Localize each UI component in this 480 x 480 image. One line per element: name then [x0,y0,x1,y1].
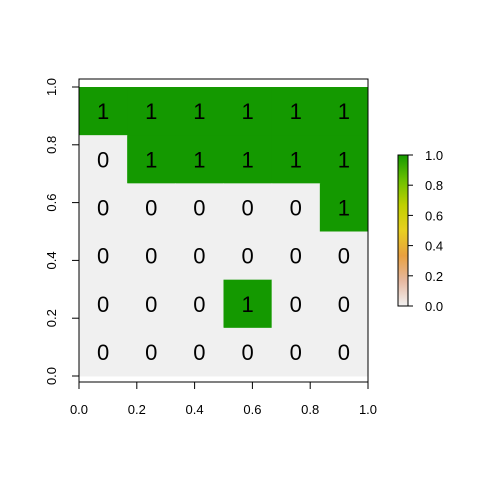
cell-value-label: 0 [193,292,205,317]
heatmap-cell [127,87,176,136]
heatmap-cell [223,87,273,136]
cell-value-label: 1 [241,99,253,124]
heatmap-cell [271,327,321,377]
cell-value-label: 1 [241,292,253,317]
heatmap-cell [175,87,224,136]
cell-value-label: 0 [290,195,302,220]
heatmap-cell [79,327,128,377]
heatmap-cells [79,79,369,382]
legend-tick-label: 0.4 [425,239,443,254]
cell-value-label: 0 [97,147,109,172]
cell-value-label: 0 [241,340,253,365]
color-legend: 0.0 0.2 0.4 0.6 0.8 1.0 [397,148,443,314]
heatmap-cell [271,231,321,281]
cell-value-label: 1 [193,99,205,124]
heatmap-cell [175,231,224,281]
heatmap-cell [271,183,321,232]
legend-tick-label: 0.8 [425,178,443,193]
x-tick-label: 0.0 [70,402,88,417]
cell-value-label: 0 [338,340,350,365]
cell-value-label: 0 [97,340,109,365]
y-axis: 0.0 0.2 0.4 0.6 0.8 1.0 [44,78,79,385]
x-tick-label: 1.0 [359,402,377,417]
heatmap-cell [127,231,176,281]
legend-tick-label: 0.0 [425,299,443,314]
x-tick-label: 0.4 [186,402,204,417]
heatmap-cell [223,135,273,184]
plot-frame [78,78,369,383]
cell-value-label: 0 [97,244,109,269]
heatmap-cell [175,183,224,232]
heatmap-cell [223,279,273,329]
heatmap-cell [79,231,128,281]
heatmap-cell [271,135,321,184]
y-tick-label: 0.0 [44,367,59,385]
cell-value-label: 1 [290,99,302,124]
legend-tick-label: 0.6 [425,208,443,223]
cell-value-label: 0 [193,195,205,220]
x-tick-label: 0.2 [128,402,146,417]
heatmap-cell [223,183,273,232]
heatmap-cell [175,135,224,184]
y-tick-label: 1.0 [44,78,59,96]
legend-tick-label: 1.0 [425,148,443,163]
cell-value-label: 0 [241,244,253,269]
cell-value-label: 1 [290,147,302,172]
cell-value-label: 0 [290,244,302,269]
cell-value-label: 1 [145,99,157,124]
cell-value-label: 0 [193,340,205,365]
cell-value-label: 0 [145,244,157,269]
heatmap-cell [127,327,176,377]
cell-value-label: 0 [193,244,205,269]
heatmap-cell [127,279,176,329]
legend-colorbar [397,154,409,307]
cell-value-label: 1 [193,147,205,172]
x-tick-label: 0.8 [301,402,319,417]
cell-value-label: 0 [241,195,253,220]
cell-value-label: 0 [97,195,109,220]
heatmap-cell [319,183,369,232]
legend-tick-label: 0.2 [425,269,443,284]
heatmap-cell [223,231,273,281]
cell-value-label: 1 [145,147,157,172]
heatmap-cell [271,87,321,136]
y-tick-label: 0.6 [44,194,59,212]
y-tick-label: 0.4 [44,251,59,269]
heatmap-cell [175,327,224,377]
cell-value-label: 1 [338,147,350,172]
heatmap-cell [79,183,128,232]
heatmap-cell [319,231,369,281]
x-axis: 0.0 0.2 0.4 0.6 0.8 1.0 [70,382,377,417]
cell-value-label: 0 [338,292,350,317]
heatmap-cell [319,135,369,184]
heatmap-cell [319,279,369,329]
x-tick-label: 0.6 [243,402,261,417]
cell-value-label: 1 [338,195,350,220]
heatmap-cell [79,135,128,184]
heatmap-cell-labels: 1 1 1 1 1 1 0 1 1 1 1 1 0 0 0 0 0 1 0 0 0 0 0 0 0 0 0 1 0 0 0 0 0 0 0 0 [97,99,350,365]
cell-value-label: 1 [97,99,109,124]
y-tick-label: 0.8 [44,136,59,154]
heatmap-cell [319,327,369,377]
cell-value-label: 1 [241,147,253,172]
cell-value-label: 0 [145,340,157,365]
heatmap-cell [175,279,224,329]
heatmap-cell [127,135,176,184]
y-tick-label: 0.2 [44,309,59,327]
cell-value-label: 0 [97,292,109,317]
heatmap-cell [79,87,128,136]
cell-value-label: 0 [338,244,350,269]
cell-value-label: 1 [338,99,350,124]
heatmap-cell [79,279,128,329]
heatmap-cell [271,279,321,329]
cell-value-label: 0 [145,195,157,220]
cell-value-label: 0 [290,292,302,317]
heatmap-cell [223,327,273,377]
heatmap-cell [127,183,176,232]
cell-value-label: 0 [290,340,302,365]
heatmap-cell [319,87,369,136]
cell-value-label: 0 [145,292,157,317]
